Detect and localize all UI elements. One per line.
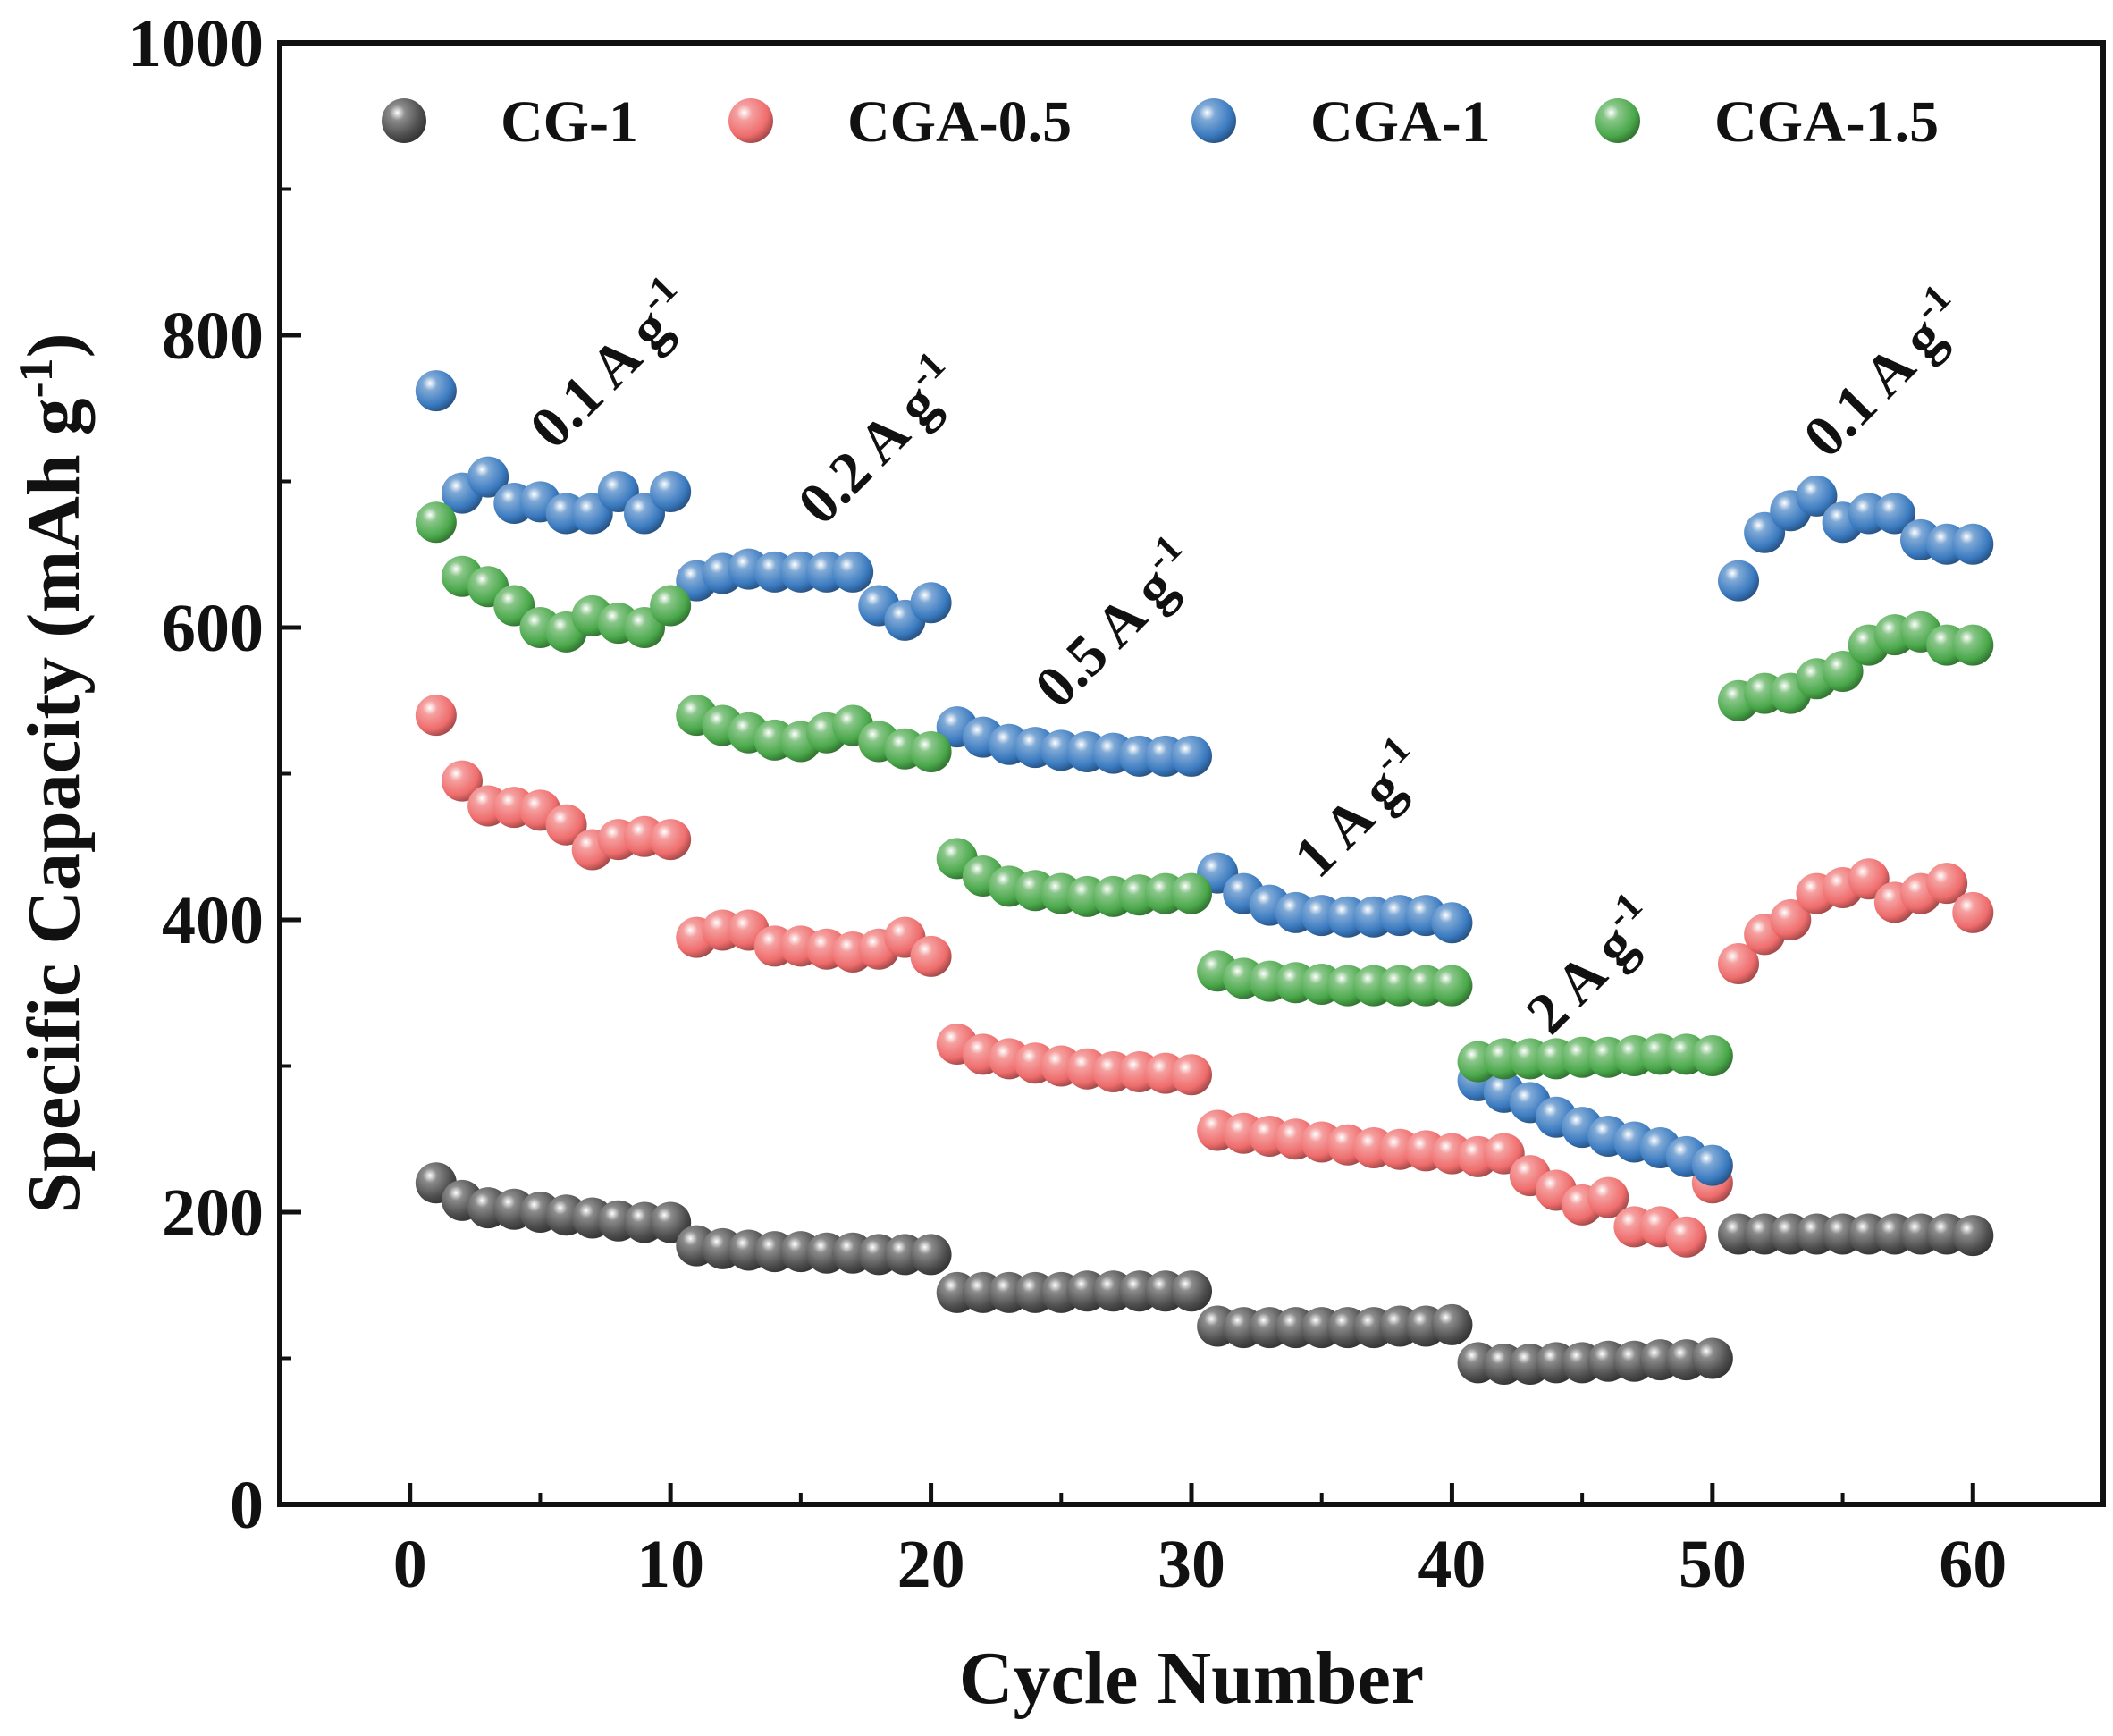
y-axis-title: Specific Capacity (mAh g-1)	[9, 333, 96, 1213]
data-point	[910, 935, 952, 977]
data-point	[1952, 1215, 1994, 1257]
data-point	[467, 456, 509, 498]
data-point	[415, 695, 457, 737]
legend-marker	[1191, 98, 1236, 143]
x-tick-label: 50	[1679, 1527, 1747, 1602]
data-point	[1665, 1216, 1707, 1258]
series-CGA-0.5	[415, 695, 1994, 1258]
data-point	[910, 582, 952, 624]
y-axis-title-suffix: )	[13, 333, 96, 358]
current-density-label: 0.1 A g-1	[512, 266, 706, 460]
x-tick-label: 0	[393, 1527, 427, 1602]
data-series	[415, 370, 1994, 1386]
data-point	[1952, 891, 1994, 933]
data-point	[415, 370, 457, 412]
legend-label: CGA-1.5	[1714, 89, 1939, 155]
legend-label: CGA-1	[1310, 89, 1491, 155]
legend-label: CGA-0.5	[847, 89, 1072, 155]
x-tick-label: 10	[636, 1527, 704, 1602]
data-point	[650, 585, 692, 627]
y-tick-label: 400	[162, 883, 264, 958]
data-point	[1431, 902, 1473, 944]
y-tick-label: 200	[162, 1176, 264, 1251]
series-CGA-1.5	[415, 501, 1994, 1083]
data-point	[1691, 1337, 1733, 1379]
current-density-label: 2 A g-1	[1509, 883, 1671, 1046]
data-point	[1431, 1303, 1473, 1345]
current-density-label: 1 A g-1	[1276, 727, 1439, 889]
y-tick-label: 800	[162, 299, 264, 374]
data-point	[1770, 899, 1812, 940]
x-tick-label: 40	[1418, 1527, 1486, 1602]
x-tick-label: 60	[1939, 1527, 2007, 1602]
data-point	[910, 730, 952, 772]
axis-ticks	[280, 40, 1975, 1507]
y-axis-title-main: Specific Capacity (mAh g	[13, 398, 96, 1213]
legend-marker	[728, 98, 773, 143]
data-point	[442, 760, 483, 802]
series-CGA-1	[415, 370, 1994, 1186]
data-point	[1587, 1176, 1629, 1218]
data-point	[1171, 1054, 1212, 1096]
data-point	[1171, 872, 1212, 914]
current-density-label: 0.2 A g-1	[780, 342, 974, 536]
data-point	[1926, 863, 1968, 905]
current-density-label: 0.5 A g-1	[1017, 526, 1211, 720]
y-tick-label: 0	[230, 1468, 264, 1543]
x-axis-title: Cycle Number	[959, 1637, 1424, 1720]
data-point	[1952, 624, 1994, 666]
x-tick-label: 30	[1158, 1527, 1225, 1602]
data-point	[1873, 493, 1915, 535]
data-point	[1691, 1144, 1733, 1186]
y-axis-title-superscript: -1	[9, 358, 63, 398]
data-point	[650, 470, 692, 512]
legend-marker	[382, 98, 426, 143]
legend: CG-1 CGA-0.5 CGA-1 CGA-1.5	[382, 89, 1939, 155]
x-tick-label: 20	[897, 1527, 965, 1602]
data-point	[1431, 965, 1473, 1007]
data-point	[1822, 651, 1864, 693]
data-point	[650, 819, 692, 861]
data-point	[1952, 523, 1994, 565]
y-tick-label: 600	[162, 591, 264, 666]
data-point	[545, 804, 587, 846]
series-CG-1	[415, 1162, 1994, 1386]
y-tick-label: 1000	[128, 6, 264, 81]
data-point	[1718, 943, 1759, 985]
legend-label: CG-1	[501, 89, 638, 155]
data-point	[1796, 475, 1838, 517]
data-point	[832, 551, 874, 593]
data-point	[1171, 1270, 1212, 1312]
data-point	[1691, 1035, 1733, 1077]
data-point	[1171, 735, 1212, 777]
data-point	[910, 1234, 952, 1276]
data-point	[1718, 560, 1759, 602]
data-point	[415, 501, 457, 544]
legend-marker	[1595, 98, 1640, 143]
current-density-label: 0.1 A g-1	[1786, 275, 1980, 469]
